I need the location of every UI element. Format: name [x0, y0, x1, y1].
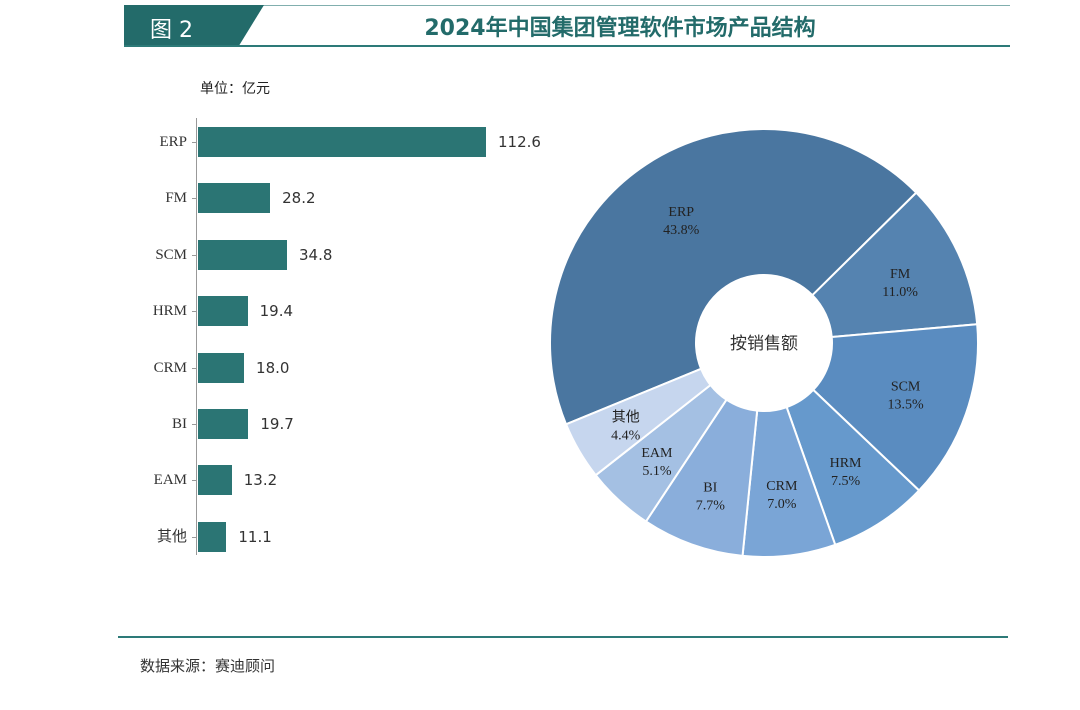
- donut-chart: ERP 43.8% FM 11.0% SCM 13.5% HRM 7.5% CRM 7.0% BI 7…: [549, 128, 979, 558]
- bar: [198, 409, 249, 439]
- donut-slice-label: FM: [890, 267, 911, 282]
- unit-label: 单位：亿元: [200, 81, 270, 97]
- donut-slice-value: 7.5%: [831, 474, 861, 489]
- bar-category-label: CRM: [153, 359, 187, 376]
- bar-value-label: 18.0: [256, 358, 290, 377]
- bar-value-label: 34.8: [299, 245, 333, 264]
- bar-axis-tick: [192, 480, 196, 482]
- footer-divider: [118, 636, 1008, 638]
- bar-value-label: 28.2: [282, 189, 316, 208]
- bar: [198, 352, 245, 383]
- bar-axis: [196, 118, 197, 555]
- bar: [198, 521, 227, 552]
- bar-axis-tick: [192, 198, 196, 200]
- header-top-line: [124, 5, 1010, 6]
- donut-slice-value: 7.7%: [696, 499, 726, 514]
- donut-slice-label: EAM: [641, 446, 673, 461]
- bar-category-label: EAM: [153, 472, 187, 489]
- bar-category-label: HRM: [152, 303, 187, 320]
- donut-slice-label: HRM: [830, 456, 862, 471]
- donut-slice-value: 4.4%: [611, 429, 641, 444]
- bar-value-label: 112.6: [498, 133, 541, 151]
- bar-axis-tick: [192, 424, 196, 425]
- bar-category-label: BI: [172, 416, 187, 432]
- donut-slice-value: 13.5%: [888, 397, 925, 412]
- bar-axis-tick: [192, 311, 196, 313]
- figure-label: 图 2: [150, 18, 193, 43]
- donut-slice-label: SCM: [891, 379, 921, 394]
- bar-value-label: 13.2: [243, 471, 278, 490]
- bar: [198, 239, 287, 270]
- donut-slice-label: ERP: [668, 205, 694, 220]
- bar-value-label: 11.1: [238, 527, 272, 546]
- bar-category-label: FM: [165, 190, 187, 207]
- bar-value-label: 19.4: [259, 302, 294, 321]
- bar-category-label: ERP: [159, 134, 187, 150]
- donut-slice-value: 11.0%: [882, 285, 918, 300]
- donut-slice-label: CRM: [766, 479, 798, 494]
- bar-axis-tick: [192, 536, 196, 538]
- bar: [198, 183, 271, 214]
- donut-slice-label: BI: [703, 481, 717, 496]
- donut-slice-label: 其他: [612, 410, 640, 426]
- header-divider: [124, 45, 1010, 47]
- donut-slice-value: 7.0%: [767, 497, 797, 512]
- figure-tag: [124, 5, 264, 46]
- bar-axis-tick: [192, 254, 196, 256]
- bar: [198, 465, 232, 496]
- bar-axis-tick: [192, 367, 196, 369]
- donut-hole: [696, 275, 832, 411]
- bar: [198, 296, 248, 327]
- bar-value-label: 19.7: [260, 415, 294, 433]
- bar-category-label: SCM: [155, 246, 187, 263]
- bar: [198, 127, 486, 157]
- bar-category-label: 其他: [156, 528, 187, 545]
- donut-center-label: 按销售额: [730, 334, 798, 354]
- bar-axis-tick: [192, 142, 196, 143]
- chart-title: 2024年中国集团管理软件市场产品结构: [424, 16, 816, 41]
- donut-slice-value: 5.1%: [642, 464, 672, 479]
- donut-slice-value: 43.8%: [663, 223, 700, 238]
- source-note: 数据来源：赛迪顾问: [140, 657, 276, 675]
